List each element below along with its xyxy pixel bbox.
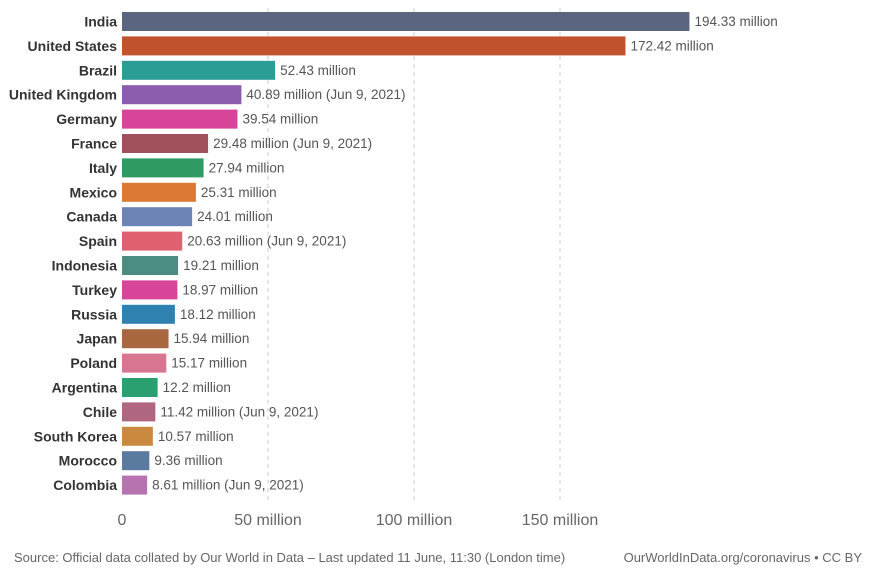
category-label: Chile — [83, 404, 117, 420]
bar-united-kingdom[interactable] — [122, 85, 242, 105]
bar-brazil[interactable] — [122, 60, 276, 80]
bar-france[interactable] — [122, 134, 209, 153]
bar-indonesia[interactable] — [122, 256, 179, 275]
category-label: United Kingdom — [9, 87, 117, 103]
value-label: 9.36 million — [154, 453, 222, 468]
bar-chile[interactable] — [122, 402, 156, 422]
value-label: 39.54 million — [242, 112, 318, 127]
category-label: Spain — [79, 233, 117, 249]
category-label: Poland — [70, 355, 117, 371]
bar-spain[interactable] — [122, 231, 183, 251]
bar-canada[interactable] — [122, 207, 193, 227]
x-tick-label: 0 — [118, 512, 127, 529]
category-label: United States — [28, 38, 118, 54]
value-label: 24.01 million — [197, 209, 273, 224]
value-label: 8.61 million (Jun 9, 2021) — [152, 478, 304, 493]
category-label: Argentina — [52, 380, 118, 396]
bar-chart: India United States Brazil United Kingdom Ge… — [9, 8, 778, 529]
gridlines — [267, 8, 561, 502]
value-label: 194.33 million — [694, 14, 777, 29]
bar-united-states[interactable] — [122, 36, 626, 56]
value-labels: 194.33 million 172.42 million 52.43 millio… — [152, 14, 778, 493]
bar-poland[interactable] — [122, 353, 167, 373]
category-label: Morocco — [59, 453, 117, 469]
source-link[interactable]: OurWorldInData.org/coronavirus • CC BY — [623, 550, 862, 565]
category-label: Colombia — [53, 477, 117, 493]
value-label: 27.94 million — [209, 160, 285, 175]
category-label: Canada — [66, 209, 117, 225]
bar-colombia[interactable] — [122, 475, 148, 495]
bar-south-korea[interactable] — [122, 426, 153, 446]
value-label: 15.17 million — [171, 356, 247, 371]
value-label: 25.31 million — [201, 185, 277, 200]
x-axis-ticks: 0 50 million 100 million 150 million — [118, 512, 599, 529]
bars — [122, 12, 690, 495]
value-label: 18.12 million — [180, 307, 256, 322]
bar-turkey[interactable] — [122, 280, 178, 300]
x-tick-label: 50 million — [234, 512, 302, 529]
source-note: Source: Official data collated by Our Wo… — [14, 550, 566, 565]
category-label: France — [71, 136, 117, 152]
category-label: Turkey — [72, 282, 117, 298]
bar-germany[interactable] — [122, 109, 238, 129]
category-label: Germany — [56, 111, 117, 127]
x-tick-label: 100 million — [376, 512, 452, 529]
value-label: 40.89 million (Jun 9, 2021) — [246, 87, 405, 102]
bar-morocco[interactable] — [122, 451, 150, 471]
category-labels: India United States Brazil United Kingdom Ge… — [9, 14, 117, 494]
category-label: Mexico — [70, 184, 117, 200]
value-label: 19.21 million — [183, 258, 259, 273]
value-label: 52.43 million — [280, 63, 356, 78]
bar-russia[interactable] — [122, 304, 175, 324]
category-label: India — [84, 14, 117, 30]
value-label: 20.63 million (Jun 9, 2021) — [187, 234, 346, 249]
category-label: Japan — [77, 331, 117, 347]
value-label: 10.57 million — [158, 429, 234, 444]
category-label: Italy — [89, 160, 117, 176]
category-label: Indonesia — [52, 258, 118, 274]
bar-india[interactable] — [122, 12, 690, 31]
bar-italy[interactable] — [122, 158, 204, 178]
bar-mexico[interactable] — [122, 182, 196, 202]
value-label: 172.42 million — [630, 38, 713, 53]
category-label: Russia — [71, 306, 117, 322]
category-label: Brazil — [79, 62, 117, 78]
value-label: 15.94 million — [174, 331, 250, 346]
bar-japan[interactable] — [122, 329, 169, 349]
value-label: 18.97 million — [182, 282, 258, 297]
value-label: 12.2 million — [163, 380, 231, 395]
category-label: South Korea — [34, 428, 117, 444]
bar-argentina[interactable] — [122, 378, 158, 397]
value-label: 11.42 million (Jun 9, 2021) — [160, 404, 318, 419]
value-label: 29.48 million (Jun 9, 2021) — [213, 136, 372, 151]
x-tick-label: 150 million — [522, 512, 598, 529]
